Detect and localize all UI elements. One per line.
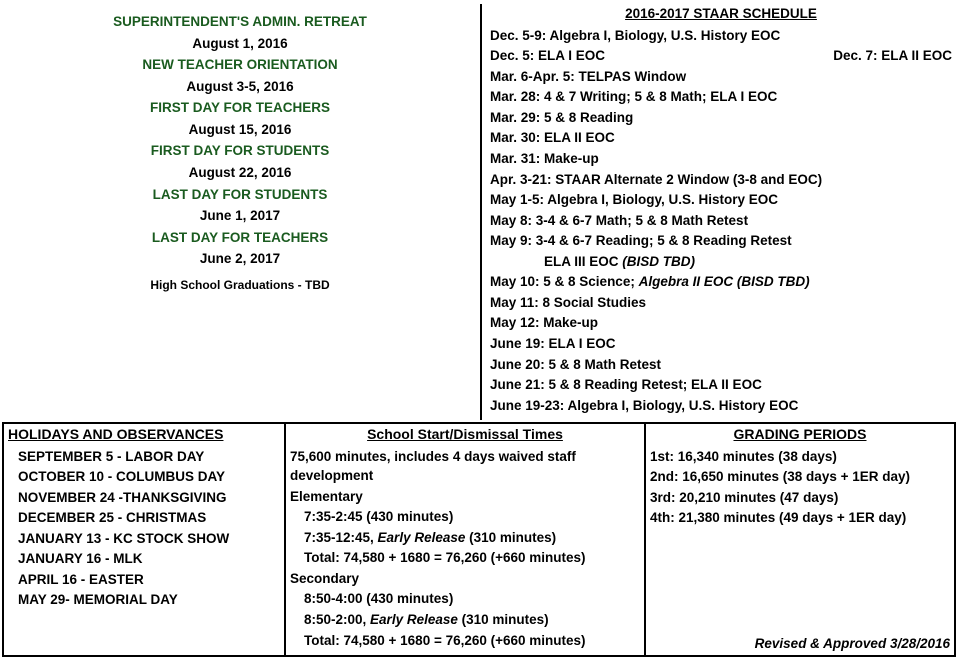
elementary-regular: 7:35-2:45 (430 minutes) — [290, 507, 640, 527]
staar-line: June 21: 5 & 8 Reading Retest; ELA II EO… — [490, 375, 952, 395]
staar-line: May 8: 3-4 & 6-7 Math; 5 & 8 Math Retest — [490, 211, 952, 231]
key-date-header: FIRST DAY FOR STUDENTS — [10, 141, 470, 161]
key-date-value: August 15, 2016 — [10, 120, 470, 140]
key-date-value: June 2, 2017 — [10, 249, 470, 269]
staar-line: June 19: ELA I EOC — [490, 334, 952, 354]
key-date-value: August 1, 2016 — [10, 34, 470, 54]
holidays-column: HOLIDAYS AND OBSERVANCES SEPTEMBER 5 - L… — [4, 424, 286, 655]
staar-line: Mar. 6-Apr. 5: TELPAS Window — [490, 67, 952, 87]
holiday-item: OCTOBER 10 - COLUMBUS DAY — [8, 467, 280, 487]
key-dates-column: SUPERINTENDENT'S ADMIN. RETREATAugust 1,… — [0, 4, 482, 420]
key-date-header: LAST DAY FOR TEACHERS — [10, 228, 470, 248]
top-section: SUPERINTENDENT'S ADMIN. RETREATAugust 1,… — [0, 0, 960, 420]
grading-item: 3rd: 20,210 minutes (47 days) — [650, 488, 950, 508]
holidays-title: HOLIDAYS AND OBSERVANCES — [8, 424, 280, 444]
holiday-item: NOVEMBER 24 -THANKSGIVING — [8, 488, 280, 508]
staar-line: Dec. 5: ELA I EOCDec. 7: ELA II EOC — [490, 46, 952, 66]
holiday-item: JANUARY 13 - KC STOCK SHOW — [8, 529, 280, 549]
holiday-item: DECEMBER 25 - CHRISTMAS — [8, 508, 280, 528]
staar-line: Mar. 31: Make-up — [490, 149, 952, 169]
secondary-early: 8:50-2:00, Early Release (310 minutes) — [290, 610, 640, 630]
secondary-label: Secondary — [290, 569, 640, 589]
elementary-total: Total: 74,580 + 1680 = 76,260 (+660 minu… — [290, 548, 640, 568]
staar-line: ELA III EOC (BISD TBD) — [490, 252, 952, 272]
key-date-header: LAST DAY FOR STUDENTS — [10, 185, 470, 205]
staar-line: May 11: 8 Social Studies — [490, 293, 952, 313]
staar-schedule-column: 2016-2017 STAAR SCHEDULE Dec. 5-9: Algeb… — [482, 4, 960, 420]
staar-line: Apr. 3-21: STAAR Alternate 2 Window (3-8… — [490, 170, 952, 190]
grading-column: GRADING PERIODS 1st: 16,340 minutes (38 … — [646, 424, 954, 655]
bottom-section: HOLIDAYS AND OBSERVANCES SEPTEMBER 5 - L… — [2, 422, 956, 657]
holiday-item: SEPTEMBER 5 - LABOR DAY — [8, 447, 280, 467]
grading-item: 1st: 16,340 minutes (38 days) — [650, 447, 950, 467]
grading-item: 4th: 21,380 minutes (49 days + 1ER day) — [650, 508, 950, 528]
times-column: School Start/Dismissal Times 75,600 minu… — [286, 424, 646, 655]
secondary-regular: 8:50-4:00 (430 minutes) — [290, 589, 640, 609]
elementary-early: 7:35-12:45, Early Release (310 minutes) — [290, 528, 640, 548]
key-date-header: SUPERINTENDENT'S ADMIN. RETREAT — [10, 12, 470, 32]
grading-title: GRADING PERIODS — [650, 424, 950, 444]
key-date-header: NEW TEACHER ORIENTATION — [10, 55, 470, 75]
staar-line: Mar. 29: 5 & 8 Reading — [490, 108, 952, 128]
staar-line: Mar. 28: 4 & 7 Writing; 5 & 8 Math; ELA … — [490, 87, 952, 107]
staar-line: May 10: 5 & 8 Science; Algebra II EOC (B… — [490, 272, 952, 292]
key-date-value: August 22, 2016 — [10, 163, 470, 183]
key-date-value: June 1, 2017 — [10, 206, 470, 226]
elementary-label: Elementary — [290, 487, 640, 507]
grading-item: 2nd: 16,650 minutes (38 days + 1ER day) — [650, 467, 950, 487]
key-date-header: FIRST DAY FOR TEACHERS — [10, 98, 470, 118]
graduation-note: High School Graduations - TBD — [10, 277, 470, 294]
staar-line: May 1-5: Algebra I, Biology, U.S. Histor… — [490, 190, 952, 210]
times-title: School Start/Dismissal Times — [290, 424, 640, 444]
staar-line: Dec. 5-9: Algebra I, Biology, U.S. Histo… — [490, 26, 952, 46]
holiday-item: APRIL 16 - EASTER — [8, 570, 280, 590]
holiday-item: MAY 29- MEMORIAL DAY — [8, 590, 280, 610]
key-date-value: August 3-5, 2016 — [10, 77, 470, 97]
staar-line: June 20: 5 & 8 Math Retest — [490, 355, 952, 375]
staar-line: Mar. 30: ELA II EOC — [490, 128, 952, 148]
staar-line: May 9: 3-4 & 6-7 Reading; 5 & 8 Reading … — [490, 231, 952, 251]
staar-title: 2016-2017 STAAR SCHEDULE — [490, 4, 952, 24]
staar-line: June 19-23: Algebra I, Biology, U.S. His… — [490, 396, 952, 416]
revised-note: Revised & Approved 3/28/2016 — [755, 634, 950, 654]
times-summary: 75,600 minutes, includes 4 days waived s… — [290, 447, 640, 486]
staar-line: May 12: Make-up — [490, 313, 952, 333]
holiday-item: JANUARY 16 - MLK — [8, 549, 280, 569]
secondary-total: Total: 74,580 + 1680 = 76,260 (+660 minu… — [290, 631, 640, 651]
